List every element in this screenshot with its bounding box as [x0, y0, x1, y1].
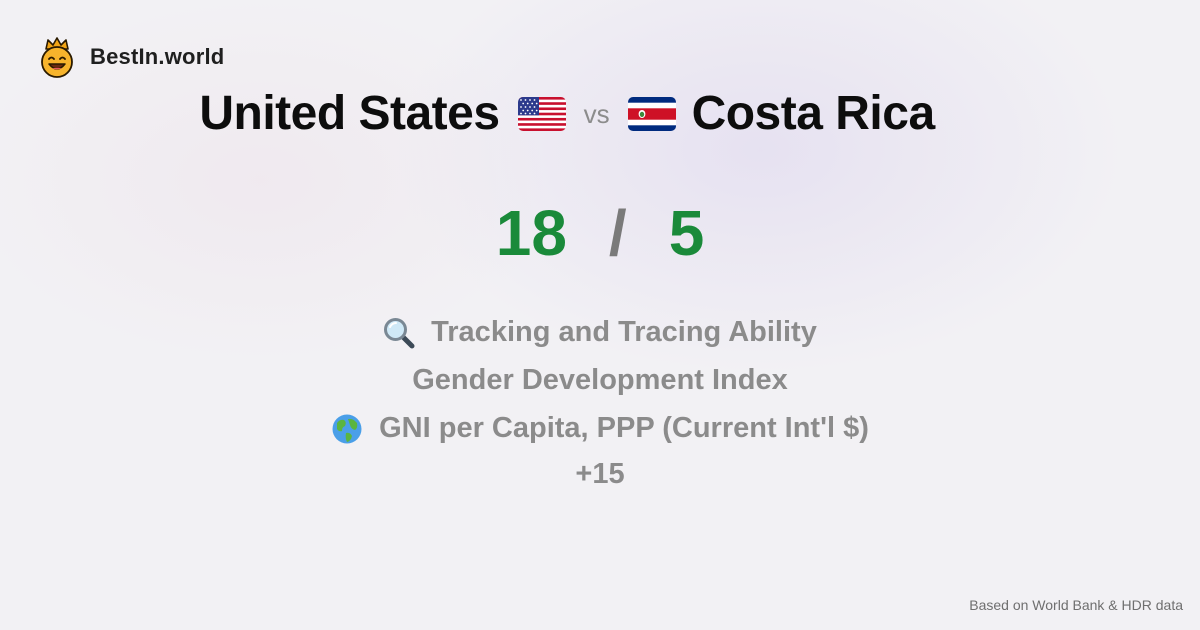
globe-icon [332, 414, 362, 443]
us-flag-icon [517, 96, 566, 131]
left-score: 18 [495, 197, 567, 269]
metric-item: Tracking and Tracing Ability [0, 316, 1200, 349]
right-score: 5 [668, 197, 705, 269]
right-country-name: Costa Rica [691, 87, 936, 140]
brand[interactable]: BestIn.world [38, 36, 224, 78]
score-separator: / [608, 197, 627, 269]
crowned-smiley-icon [41, 37, 73, 78]
brand-name: BestIn.world [90, 44, 225, 69]
left-country-name: United States [199, 87, 500, 140]
magnifying-glass-icon [384, 317, 415, 348]
metric-item: GNI per Capita, PPP (Current Int'l $) [0, 412, 1200, 445]
data-source-note: Based on World Bank & HDR data [969, 597, 1183, 613]
metric-item: Gender Development Index [0, 364, 1200, 397]
metric-label: GNI per Capita, PPP (Current Int'l $) [379, 412, 869, 444]
comparison-title: United States vs [0, 86, 1134, 141]
vs-label: vs [583, 99, 610, 129]
costa-rica-flag-icon [627, 96, 676, 131]
score: 18 / 5 [0, 196, 1200, 270]
more-label: +15 [575, 458, 625, 490]
more-metrics-count[interactable]: +15 [0, 458, 1200, 491]
metric-label: Gender Development Index [412, 364, 788, 396]
metric-label: Tracking and Tracing Ability [431, 316, 817, 348]
